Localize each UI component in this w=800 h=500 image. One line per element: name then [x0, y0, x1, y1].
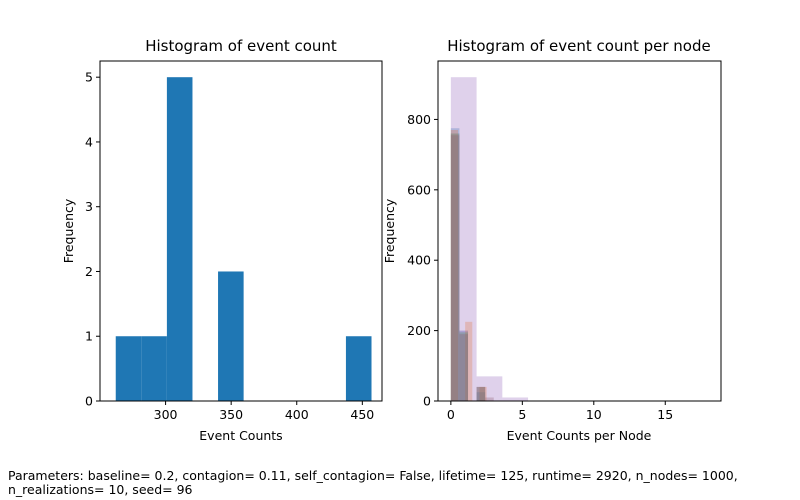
chart-event-count-per-node: 0 5 10 15 0 200 400 600 800 Histogram of event … [382, 37, 722, 443]
x-tick-label: 15 [657, 407, 673, 422]
histogram-bar [450, 77, 477, 401]
x-tick-label: 5 [518, 407, 526, 422]
y-tick-label: 2 [85, 264, 93, 279]
axes-frame [99, 60, 383, 402]
chart-title: Histogram of event count [145, 37, 337, 55]
x-tick-label: 400 [285, 407, 309, 422]
plot-area [438, 61, 721, 401]
histogram-bar [476, 392, 486, 401]
histogram-bar [459, 330, 469, 401]
x-axis-label: Event Counts [199, 428, 282, 443]
histogram-bar [450, 129, 459, 401]
histogram-bar [476, 386, 486, 401]
histogram-bar [345, 336, 372, 401]
histogram-bar [218, 271, 244, 401]
y-tick-label: 0 [85, 394, 93, 409]
histogram-bar [459, 332, 469, 401]
histogram-bar [141, 336, 167, 401]
histogram-bar [459, 330, 469, 401]
histogram-bar [479, 386, 487, 401]
y-tick-label: 4 [85, 134, 93, 149]
parameters-caption: Parameters: baseline= 0.2, contagion= 0.… [8, 468, 738, 497]
y-tick-label: 5 [85, 70, 93, 85]
histogram-bar [476, 386, 486, 401]
x-axis-label: Event Counts per Node [507, 428, 652, 443]
y-tick-label: 800 [407, 112, 431, 127]
x-tick-label: 0 [447, 407, 455, 422]
x-tick-label: 350 [219, 407, 243, 422]
histogram-bar [476, 386, 486, 401]
y-tick-label: 3 [85, 199, 93, 214]
y-tick-label: 400 [407, 253, 431, 268]
histogram-bar [450, 128, 460, 401]
histogram-bar [166, 77, 193, 401]
histogram-bar [502, 397, 529, 401]
histogram-bar [485, 397, 494, 401]
y-tick-label: 600 [407, 182, 431, 197]
histogram-bar [450, 133, 460, 401]
chart-event-count: 300 350 400 450 0 1 2 3 4 5 Histogram of event c… [61, 37, 383, 443]
chart-title: Histogram of event count per node [447, 37, 711, 55]
histogram-bar [465, 321, 473, 401]
y-tick-label: 1 [85, 329, 93, 344]
x-tick-label: 10 [586, 407, 602, 422]
histogram-bar [459, 334, 469, 401]
y-tick-label: 0 [423, 394, 431, 409]
y-axis-label: Frequency [382, 198, 397, 263]
histogram-bar [450, 133, 460, 401]
histogram-bar [450, 135, 460, 401]
x-tick-label: 300 [154, 407, 178, 422]
y-axis-label: Frequency [61, 198, 76, 263]
axes-frame [437, 60, 722, 402]
x-tick-label: 450 [350, 407, 374, 422]
y-tick-label: 200 [407, 323, 431, 338]
histogram-bar [115, 336, 142, 401]
histogram-bar [476, 376, 503, 401]
